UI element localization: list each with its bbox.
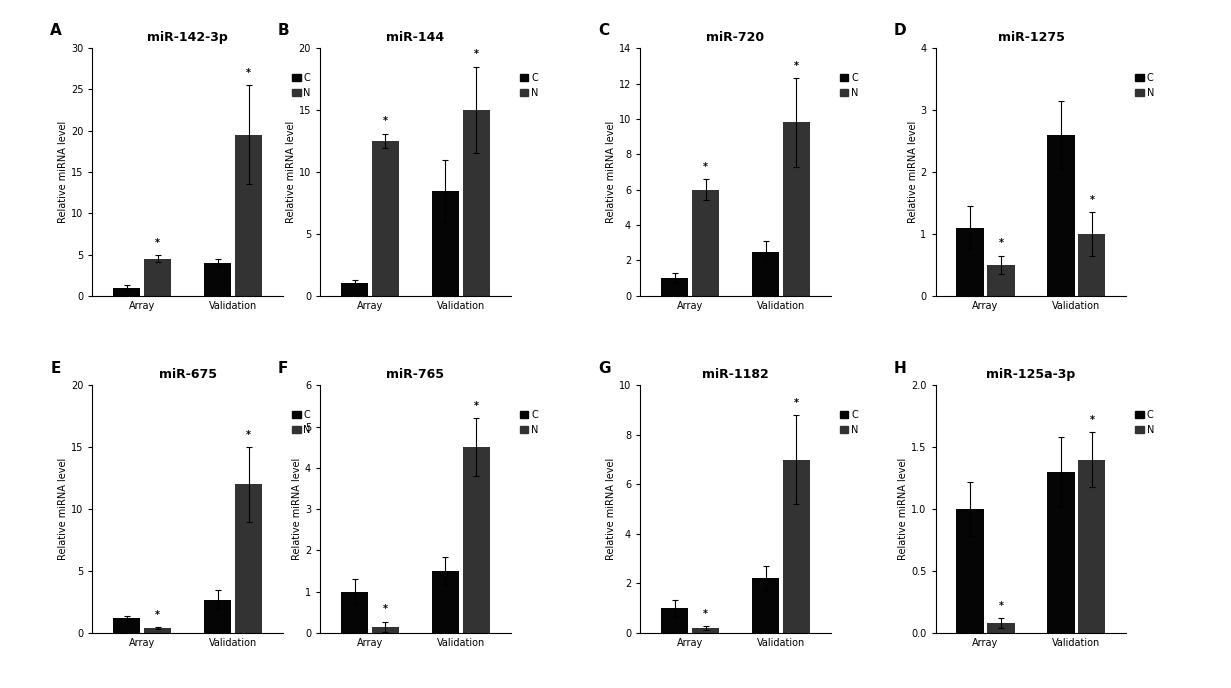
Bar [661,608,688,633]
Y-axis label: Relative miRNA level: Relative miRNA level [58,121,68,223]
Bar [463,447,490,633]
Bar [372,627,399,633]
Bar [956,509,984,633]
Text: D: D [894,23,906,39]
Legend: C, N: C, N [1135,410,1155,435]
Bar [204,263,231,296]
Y-axis label: Relative miRNA level: Relative miRNA level [606,458,616,560]
Bar [341,592,368,633]
Text: *: * [155,238,160,248]
Bar [113,618,140,633]
Text: *: * [155,610,160,620]
Legend: C, N: C, N [1135,73,1155,98]
Text: B: B [278,23,289,39]
Bar [987,623,1014,633]
Title: miR-142-3p: miR-142-3p [148,31,228,44]
Legend: C, N: C, N [840,73,859,98]
Bar [235,484,262,633]
Y-axis label: Relative miRNA level: Relative miRNA level [606,121,616,223]
Bar [204,599,231,633]
Legend: C, N: C, N [840,410,859,435]
Text: H: H [894,361,906,376]
Bar [144,628,171,633]
Text: C: C [598,23,609,39]
Bar [1078,234,1105,296]
Bar [372,141,399,296]
Text: E: E [50,361,60,376]
Y-axis label: Relative miRNA level: Relative miRNA level [292,458,302,560]
Bar [432,571,459,633]
Y-axis label: Relative miRNA level: Relative miRNA level [899,458,908,560]
Bar [432,191,459,296]
Y-axis label: Relative miRNA level: Relative miRNA level [286,121,295,223]
Bar [783,460,810,633]
Text: *: * [474,401,479,411]
Legend: C, N: C, N [519,410,539,435]
Bar [752,252,779,296]
Bar [783,122,810,296]
Bar [1048,135,1075,296]
Title: miR-1182: miR-1182 [702,368,769,381]
Text: *: * [794,398,799,407]
Text: *: * [1089,195,1094,205]
Bar [987,265,1014,296]
Bar [113,288,140,296]
Text: *: * [383,604,388,614]
Text: *: * [246,68,251,78]
Text: *: * [1089,415,1094,425]
Bar [692,190,719,296]
Bar [235,135,262,296]
Title: miR-675: miR-675 [159,368,217,381]
Legend: C, N: C, N [519,73,539,98]
Bar [1078,460,1105,633]
Text: *: * [998,238,1003,248]
Text: G: G [598,361,611,376]
Bar [1048,472,1075,633]
Y-axis label: Relative miRNA level: Relative miRNA level [58,458,68,560]
Bar [144,259,171,296]
Text: F: F [278,361,288,376]
Bar [463,110,490,296]
Bar [341,283,368,296]
Legend: C, N: C, N [292,73,311,98]
Text: *: * [246,430,251,440]
Y-axis label: Relative miRNA level: Relative miRNA level [907,121,917,223]
Text: *: * [998,601,1003,611]
Text: A: A [50,23,62,39]
Bar [661,278,688,296]
Title: miR-1275: miR-1275 [997,31,1065,44]
Text: *: * [383,116,388,126]
Text: *: * [703,609,708,619]
Legend: C, N: C, N [292,410,311,435]
Title: miR-720: miR-720 [707,31,764,44]
Title: miR-144: miR-144 [387,31,444,44]
Bar [692,628,719,633]
Title: miR-125a-3p: miR-125a-3p [986,368,1076,381]
Bar [752,579,779,633]
Text: *: * [703,162,708,171]
Text: *: * [794,61,799,71]
Text: *: * [474,50,479,59]
Bar [956,228,984,296]
Title: miR-765: miR-765 [387,368,444,381]
